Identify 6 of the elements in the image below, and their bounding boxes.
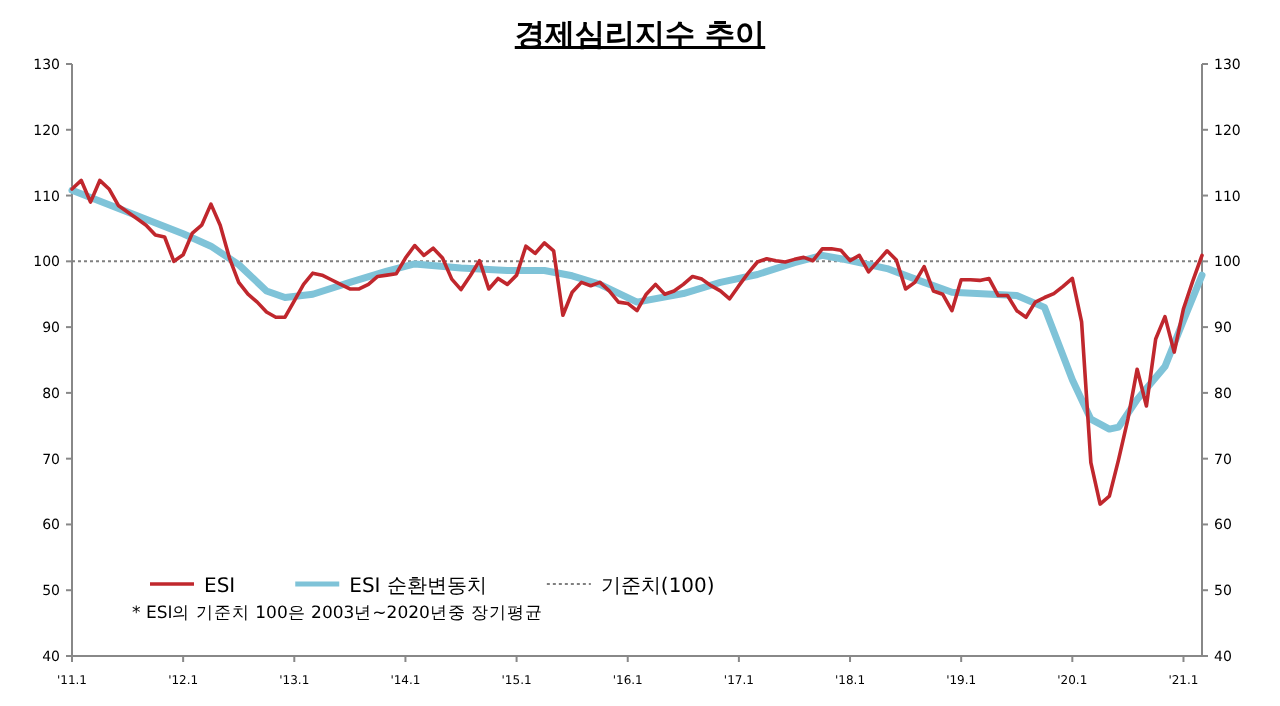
legend-label: ESI — [204, 576, 236, 598]
line-series — [70, 178, 1204, 506]
annotation: * ESI의 기준치 100은 2003년~2020년중 장기평균 — [132, 604, 544, 624]
legend-label: ESI 순환변동치 — [349, 576, 487, 598]
legend-label: 기준치(100) — [600, 576, 715, 598]
chart-title: 경제심리지수 추이 — [514, 16, 766, 52]
